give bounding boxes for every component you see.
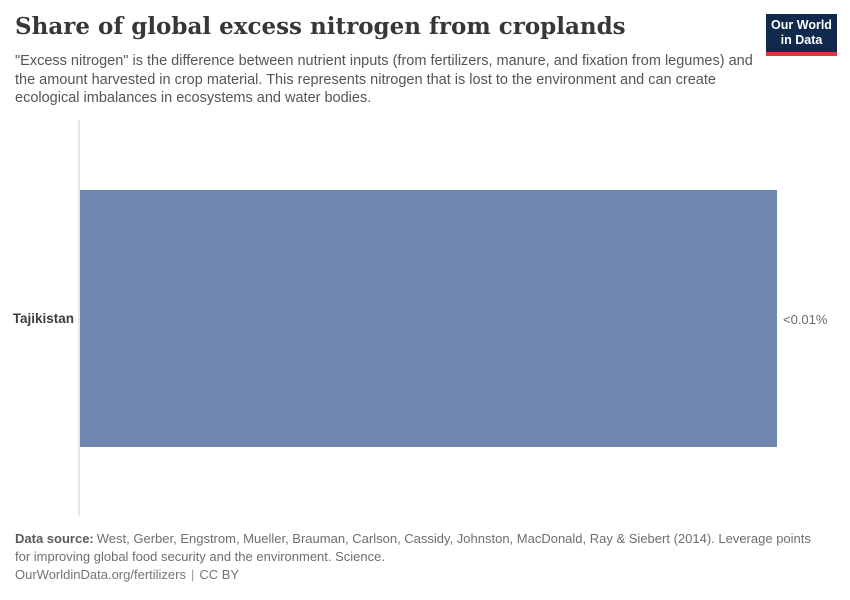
bar-value-label: <0.01% [783,312,828,327]
bar-tajikistan[interactable] [80,190,777,447]
owid-logo[interactable]: Our World in Data [766,14,837,56]
chart-subtitle: "Excess nitrogen" is the difference betw… [15,53,753,106]
license-line: OurWorldinData.org/fertilizers | CC BY [15,566,815,584]
y-axis-line [78,120,80,516]
owid-url-link[interactable]: OurWorldinData.org/fertilizers [15,567,186,582]
data-source-line: Data source: West, Gerber, Engstrom, Muel… [15,530,815,566]
data-source-text: West, Gerber, Engstrom, Mueller, Brauman… [15,531,811,564]
owid-logo-line1: Our World [771,18,832,32]
owid-logo-line2: in Data [780,33,823,47]
bar-category-label: Tajikistan [12,311,74,326]
footer-separator: | [190,567,195,582]
data-source-label: Data source: [15,531,94,546]
chart-footer: Data source: West, Gerber, Engstrom, Muel… [15,530,815,584]
page-title: Share of global excess nitrogen from cro… [15,13,626,40]
license-link[interactable]: CC BY [199,567,240,582]
